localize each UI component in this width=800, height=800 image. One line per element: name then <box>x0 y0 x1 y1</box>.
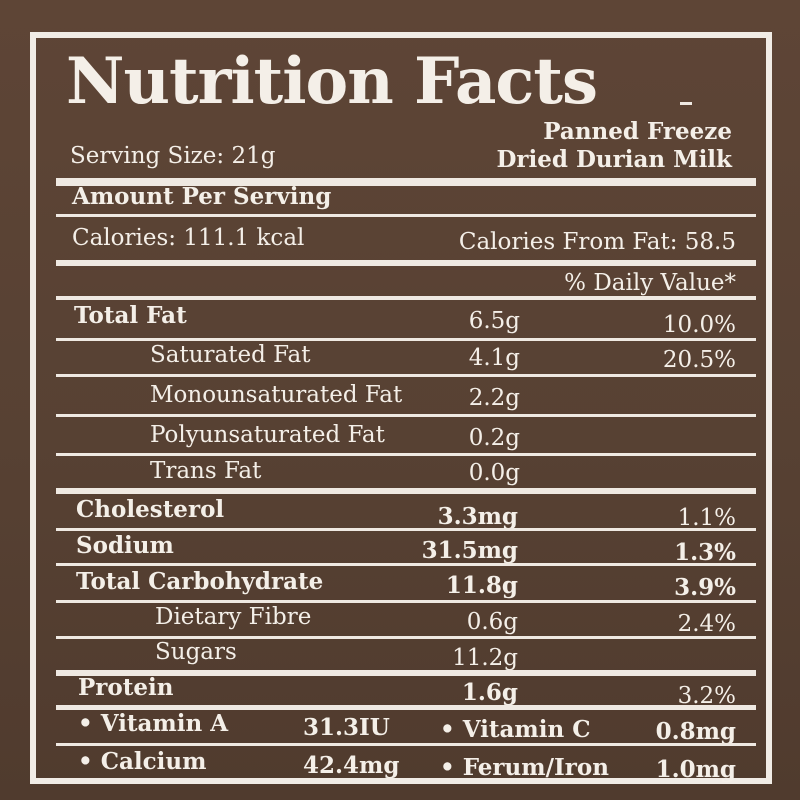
nutrient-name: Total Carbohydrate <box>76 568 324 595</box>
nutrient-name: Protein <box>78 674 174 701</box>
product-name-line1: Panned Freeze <box>543 118 732 145</box>
amount-per-serving: Amount Per Serving <box>72 183 332 210</box>
calories: Calories: 111.1 kcal <box>72 225 305 251</box>
rule <box>56 743 756 746</box>
thick-rule <box>56 260 756 266</box>
vitamin-amount: 31.3IU <box>303 714 390 741</box>
nutrient-daily-value: 3.2% <box>677 683 736 709</box>
rule <box>56 214 756 217</box>
nutrient-daily-value: 20.5% <box>662 347 736 373</box>
rule <box>56 563 756 566</box>
rule <box>56 453 756 456</box>
thick-rule <box>56 670 756 676</box>
thick-rule <box>56 705 756 710</box>
vitamin-amount: 1.0mg <box>655 756 736 783</box>
calories-from-fat: Calories From Fat: 58.5 <box>458 229 736 255</box>
nutrient-name: Saturated Fat <box>150 342 311 368</box>
rule <box>56 296 756 300</box>
product-name-line2: Dried Durian Milk <box>496 146 732 173</box>
vitamin-amount: 0.8mg <box>655 718 736 745</box>
nutrient-amount: 0.2g <box>468 425 520 451</box>
vitamin-name: • Vitamin A <box>78 710 229 737</box>
nutrient-daily-value: 2.4% <box>677 611 736 637</box>
rule <box>56 636 756 639</box>
decorative-dash <box>680 102 692 105</box>
rule <box>56 600 756 603</box>
nutrient-amount: 6.5g <box>468 308 520 334</box>
nutrient-daily-value: 1.3% <box>674 539 736 566</box>
thick-rule <box>56 178 756 186</box>
nutrient-name: Cholesterol <box>76 496 225 523</box>
nutrient-amount: 2.2g <box>468 385 520 411</box>
nutrient-amount: 11.8g <box>445 572 518 599</box>
nutrient-daily-value: 3.9% <box>674 574 736 601</box>
nutrient-amount: 4.1g <box>468 345 520 371</box>
rule <box>56 338 756 341</box>
rule <box>56 374 756 377</box>
label-title: Nutrition Facts <box>66 44 598 119</box>
nutrient-amount: 11.2g <box>452 645 518 671</box>
serving-size: Serving Size: 21g <box>70 143 276 169</box>
nutrient-amount: 0.6g <box>466 609 518 635</box>
nutrient-daily-value: 1.1% <box>677 505 736 531</box>
nutrient-name: Monounsaturated Fat <box>150 382 403 408</box>
vitamin-name: • Vitamin C <box>440 716 591 743</box>
nutrient-daily-value: 10.0% <box>662 312 736 338</box>
nutrient-name: Polyunsaturated Fat <box>150 422 385 448</box>
nutrient-name: Dietary Fibre <box>155 604 312 630</box>
rule <box>56 414 756 417</box>
nutrient-amount: 1.6g <box>461 679 518 706</box>
vitamin-amount: 42.4mg <box>303 752 400 779</box>
nutrient-amount: 3.3mg <box>437 503 518 530</box>
nutrient-amount: 31.5mg <box>421 537 518 564</box>
nutrient-name: Sodium <box>76 532 174 559</box>
nutrient-name: Total Fat <box>74 302 187 329</box>
nutrient-name: Trans Fat <box>150 458 262 484</box>
label-border <box>30 32 772 784</box>
rule <box>56 528 756 531</box>
thick-rule <box>56 488 756 494</box>
nutrient-name: Sugars <box>155 639 237 665</box>
nutrient-amount: 0.0g <box>468 460 520 486</box>
vitamin-name: • Calcium <box>78 748 207 775</box>
vitamin-name: • Ferum/Iron <box>440 754 609 781</box>
daily-value-header: % Daily Value* <box>564 270 736 296</box>
